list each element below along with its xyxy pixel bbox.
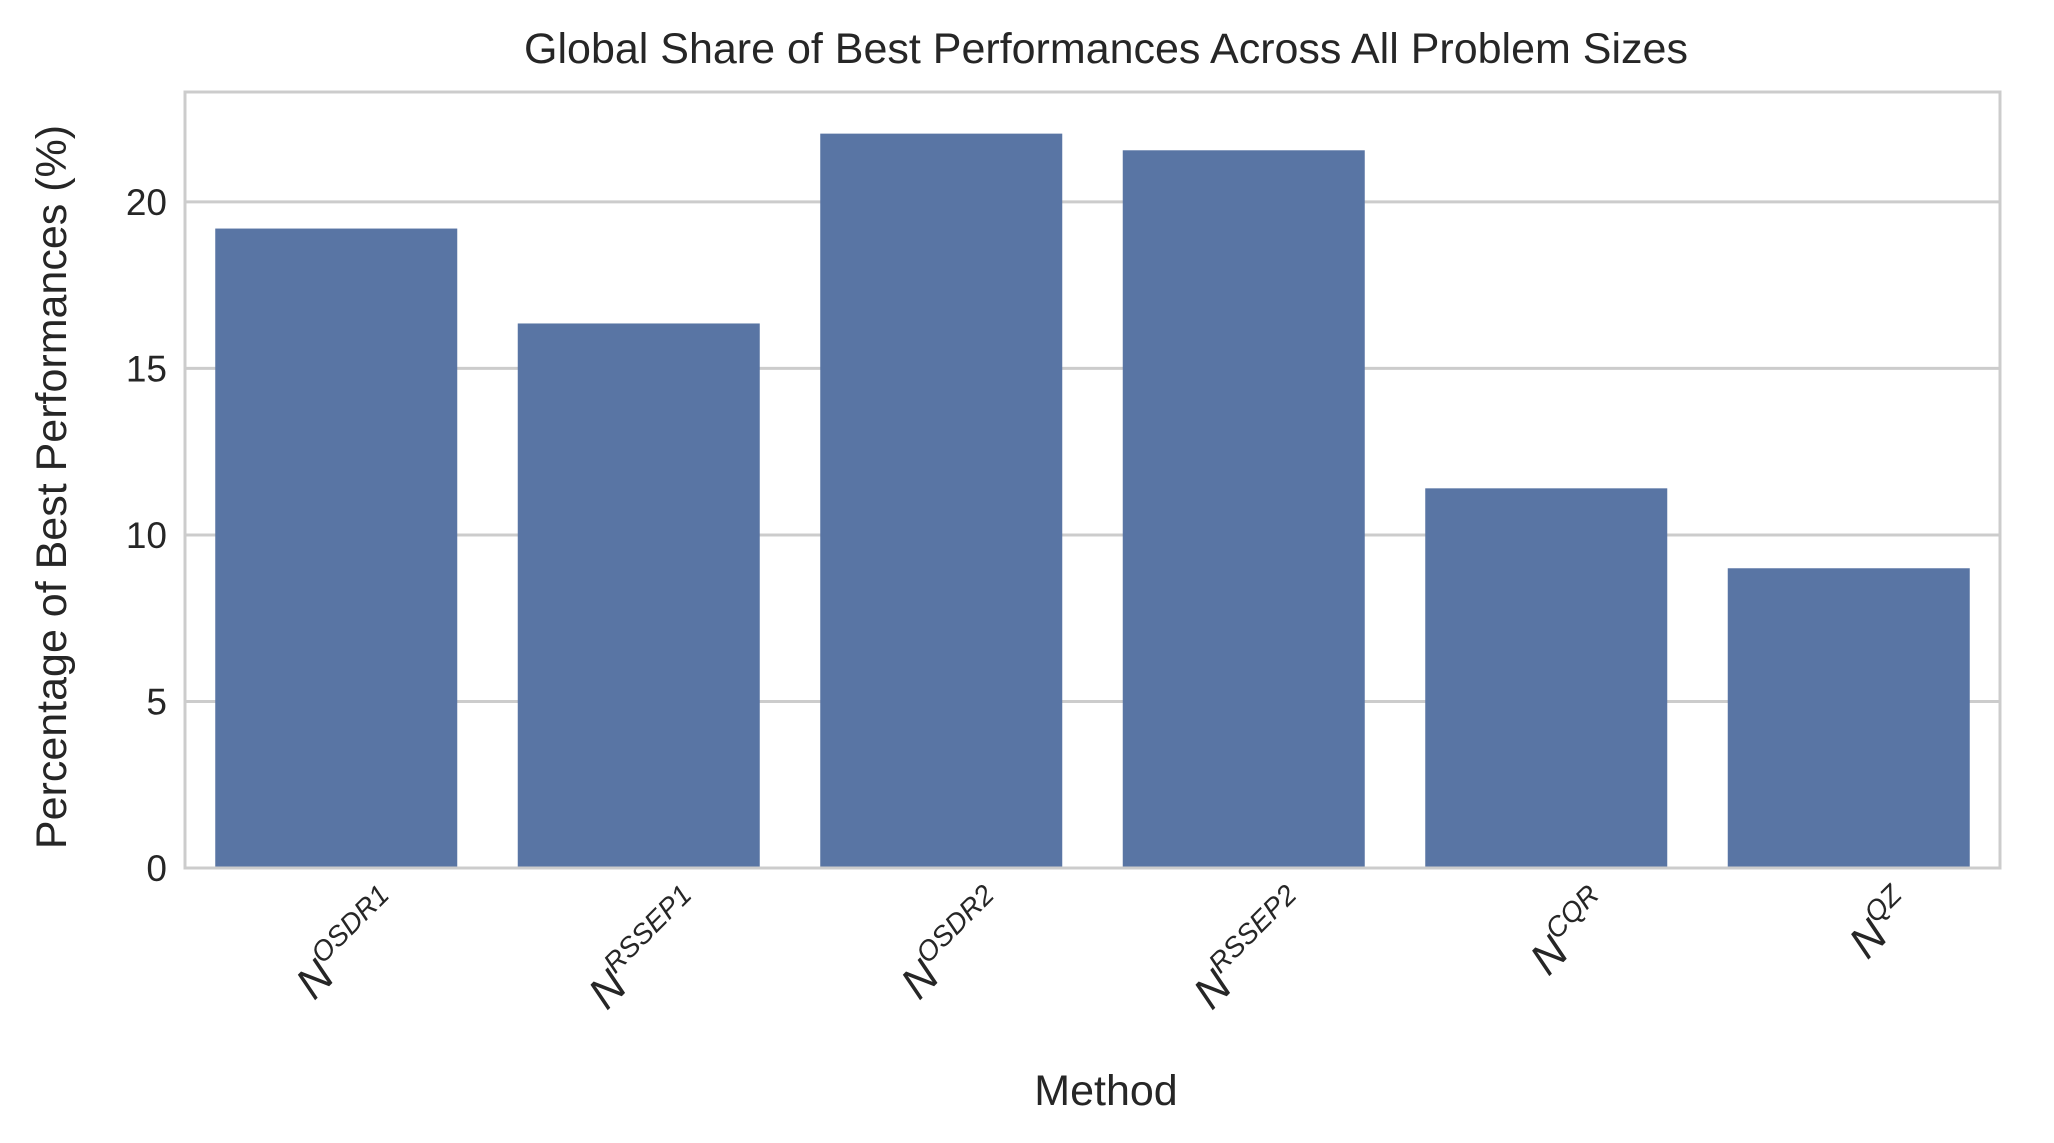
x-tick-label: NOSDR1 <box>282 879 412 1009</box>
x-tick-label-sup: RSSEP2 <box>1202 878 1302 978</box>
svg-text:NRSSEP2: NRSSEP2 <box>1180 878 1320 1018</box>
x-axis-label: Method <box>1034 1067 1177 1115</box>
svg-text:NQZ: NQZ <box>1836 878 1925 967</box>
y-tick-label: 20 <box>126 182 167 223</box>
plot-frame <box>183 90 2002 870</box>
x-tick-label: NOSDR2 <box>887 878 1017 1008</box>
x-tick-labels: NOSDR1 NRSSEP1 NOSDR2 NRSSEP2 NCQR NQZ <box>282 878 1925 1018</box>
svg-text:NRSSEP1: NRSSEP1 <box>575 879 714 1018</box>
y-tick-label: 0 <box>146 848 167 889</box>
x-tick-label-sup: OSDR1 <box>305 879 395 969</box>
svg-text:NOSDR2: NOSDR2 <box>887 878 1017 1008</box>
bar-osdr1 <box>215 228 458 868</box>
x-tick-label: NRSSEP2 <box>1180 878 1320 1018</box>
y-tick-label: 10 <box>126 515 167 556</box>
x-tick-label: NQZ <box>1836 878 1925 967</box>
x-tick-label-sup: RSSEP1 <box>597 879 697 979</box>
bars <box>215 133 1970 869</box>
bar-rssep2 <box>1122 150 1365 868</box>
y-axis-label: Percentage of Best Performances (%) <box>28 125 76 849</box>
x-tick-label: NCQR <box>1517 879 1622 984</box>
x-tick-label-sup: OSDR2 <box>910 878 1000 968</box>
bar-cqr <box>1425 488 1668 868</box>
x-tick-label: NRSSEP1 <box>575 879 714 1018</box>
bar-rssep1 <box>517 323 760 869</box>
y-tick-label: 5 <box>146 681 167 722</box>
y-tick-labels: 0 5 10 15 20 <box>126 182 167 889</box>
chart-title: Global Share of Best Performances Across… <box>524 25 1688 73</box>
bar-qz <box>1727 568 1970 868</box>
bar-osdr2 <box>820 133 1063 868</box>
y-tick-label: 15 <box>126 348 167 389</box>
svg-text:NCQR: NCQR <box>1517 879 1622 984</box>
svg-text:NOSDR1: NOSDR1 <box>282 879 412 1009</box>
